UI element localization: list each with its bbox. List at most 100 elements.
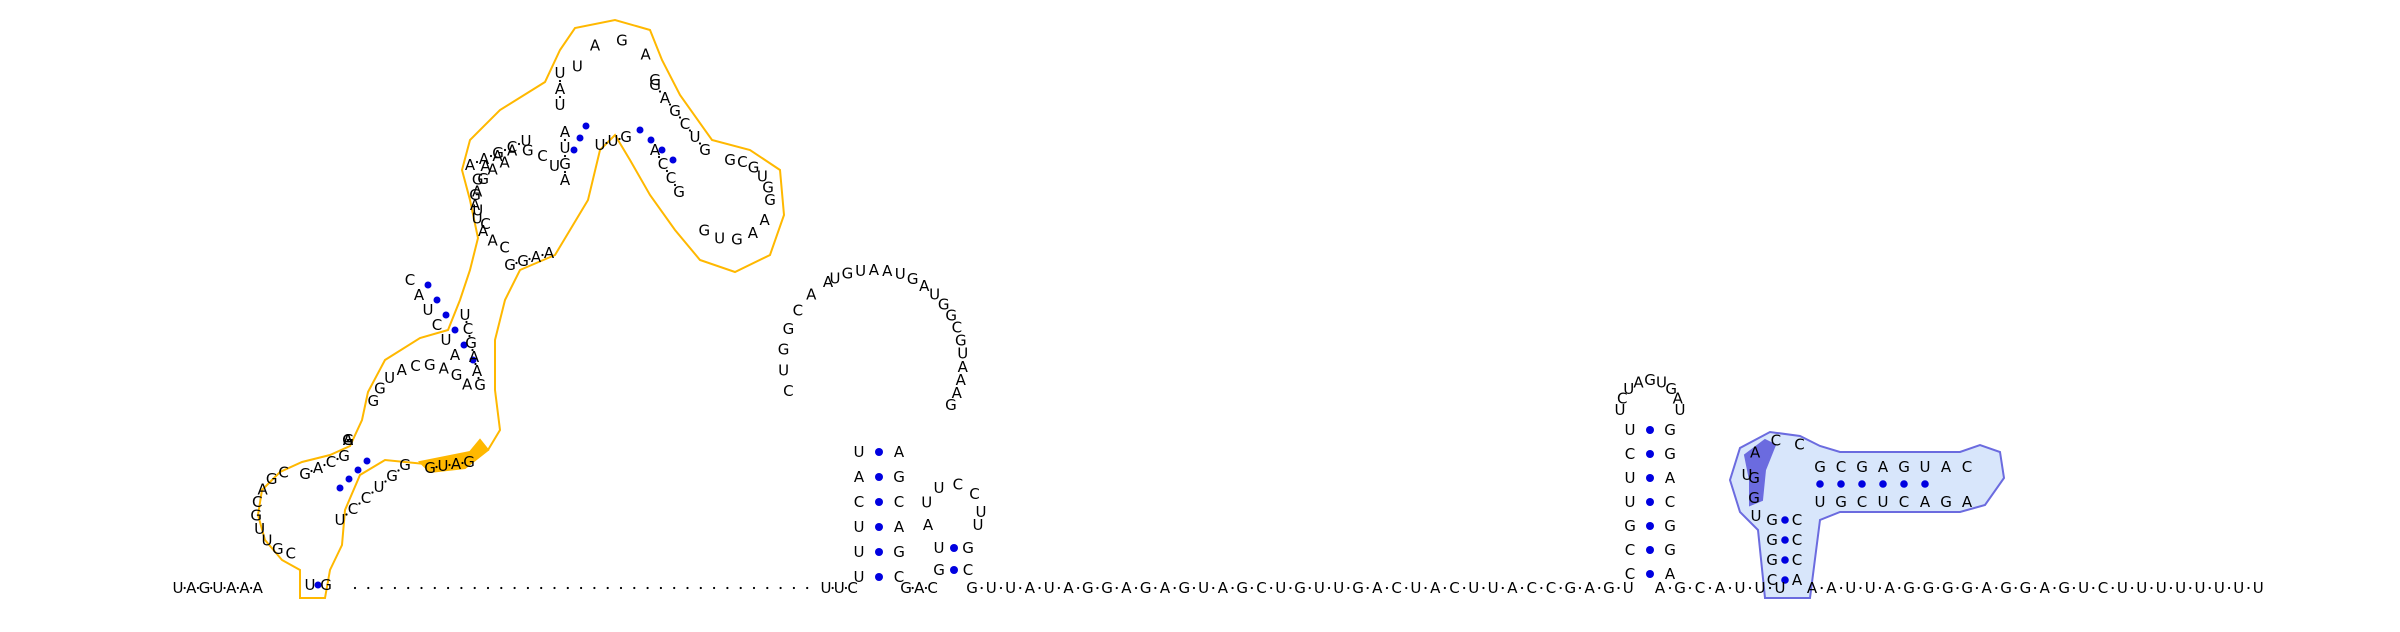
backbone-link [2014,586,2017,590]
orange-loop-nucleotide: A [472,182,483,200]
backbone-link [1289,586,1292,590]
orange-nucleotide: U [438,457,449,475]
base-pair-dot [451,326,459,334]
backbone-link [183,586,186,590]
backbone-link [2092,586,2095,590]
baseline-nucleotide: A [186,579,197,597]
backbone-link [1708,586,1712,590]
hairpin-3-loop: G [1665,380,1677,398]
orange-nucleotide: G [342,431,354,449]
base-pair-dot [875,473,883,481]
backbone-link [407,586,410,590]
base-pair-dot [1781,576,1789,584]
orange-nucleotide: C [463,320,473,338]
backbone-link [593,586,596,590]
orange-loop-nucleotide: G [374,379,386,397]
backbone-link [766,586,769,590]
backbone-link [1154,586,1157,590]
orange-nucleotide: G [504,256,516,274]
blue-stem-nucleotide: U [1878,493,1889,511]
orange-nucleotide: G [699,141,711,159]
baseline-nucleotide: G [1101,579,1113,597]
backbone-link [353,586,357,590]
baseline-nucleotide: A [253,579,264,597]
backbone-link [2150,586,2153,590]
backbone-link [2189,586,2192,590]
backbone-link [1937,586,1940,590]
backbone-link [517,142,521,146]
orange-nucleotide: C [326,453,336,471]
blue-nucleotide: G [1748,489,1760,507]
hairpin-3-nucleotide: G [1664,517,1676,535]
hairpin-loop-nucleotide: A [952,384,963,402]
backbone-link [397,469,400,472]
backbone-link [461,461,464,465]
base-pair-dot [1646,474,1654,482]
backbone-link [1559,586,1562,590]
backbone-link [1768,586,1772,590]
base-pair-dot [1816,480,1824,488]
backbone-link [1728,586,1732,590]
baseline-nucleotide: U [173,579,184,597]
hairpin-stem-nucleotide: C [854,493,864,511]
orange-loop-nucleotide: G [451,366,463,384]
small-loop-nucleotide: U [934,479,945,497]
blue-stem-nucleotide: G [1856,458,1868,476]
backbone-link [1173,586,1176,590]
blue-stem-nucleotide: A [1920,493,1931,511]
baseline-nucleotide: U [1623,579,1634,597]
baseline-nucleotide: A [1372,579,1383,597]
backbone-link [726,586,729,590]
hairpin-stem-nucleotide: A [894,518,905,536]
backbone-link [210,586,213,590]
backbone-link [1308,586,1311,590]
baseline-nucleotide: G [1674,579,1686,597]
backbone-link [1598,586,1601,590]
orange-nucleotide: U [335,511,346,529]
baseline-nucleotide: A [1160,579,1171,597]
baseline-nucleotide: U [986,579,997,597]
hairpin-loop-nucleotide: U [778,361,789,379]
backbone-link [1270,586,1273,590]
backbone-link [460,586,463,590]
hairpin-loop-nucleotide: G [842,265,854,283]
blue-vertical-nucleotide: A [1792,571,1803,589]
baseline-nucleotide: U [834,579,845,597]
orange-loop-nucleotide: A [470,196,481,214]
orange-nucleotide: U [423,301,434,319]
base-pair-dot [336,484,344,492]
hairpin-stem-nucleotide: U [854,518,865,536]
baseline-nucleotide: A [1063,579,1074,597]
orange-nucleotide: U [374,478,385,496]
base-pair-dot [1646,426,1654,434]
baseline-nucleotide: U [2233,579,2244,597]
orange-loop-nucleotide: G [266,470,278,488]
base-pair-dot [1858,480,1866,488]
orange-loop-nucleotide: A [439,359,450,377]
base-pair-dot [636,126,644,134]
backbone-link [580,586,583,590]
orange-loop-nucleotide: A [397,361,408,379]
hairpin-3-nucleotide: G [1664,445,1676,463]
orange-nucleotide: C [432,316,442,334]
orange-loop-nucleotide: G [250,507,262,525]
orange-loop-nucleotide: G [522,142,534,160]
hairpin-3-nucleotide: C [1625,541,1635,559]
hairpin-loop-nucleotide: A [882,262,893,280]
orange-top-loop: A [641,45,652,63]
hairpin-stem-nucleotide: A [854,468,865,486]
backbone-link [605,141,608,145]
orange-loop-nucleotide: U [384,369,395,387]
backbone-link [566,586,569,590]
hairpin-loop-nucleotide: U [929,285,940,303]
backbone-link [486,586,490,590]
blue-vertical-nucleotide: G [1766,551,1778,569]
baseline-nucleotide: G [1294,579,1306,597]
hairpin-stem-nucleotide: G [893,543,905,561]
base-pair-dot [576,134,584,142]
backbone-link [558,95,562,99]
baseline-nucleotide: A [1218,579,1229,597]
base-pair-dot [1900,480,1908,488]
baseline-nucleotide: A [1430,579,1441,597]
backbone-link [739,586,742,590]
